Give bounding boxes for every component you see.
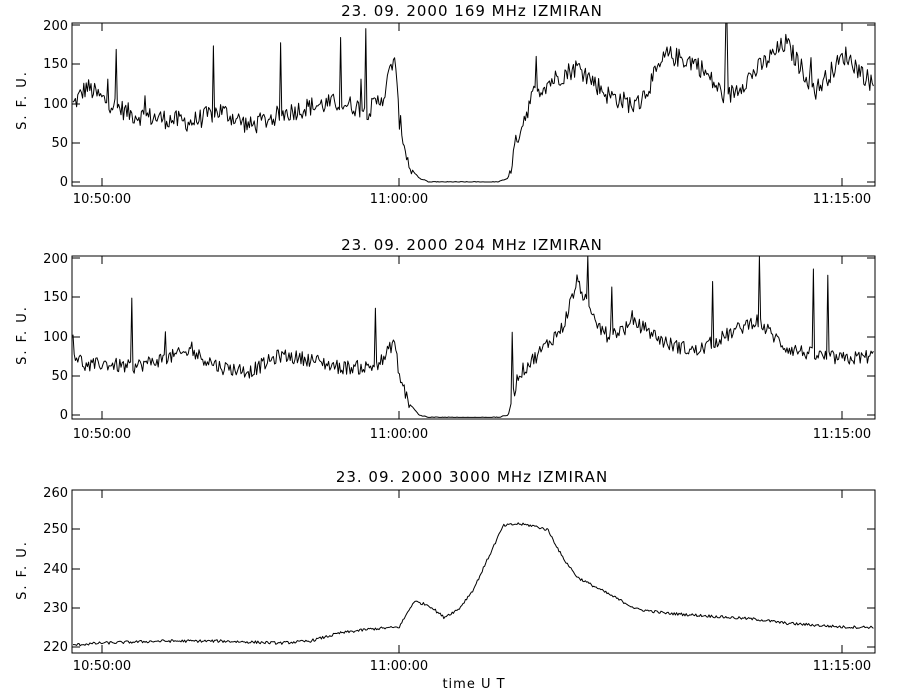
panel-169mhz: 23. 09. 2000 169 MHz IZMIRAN S. F. U. 0 …	[15, 2, 876, 207]
y-tick-label: 50	[51, 136, 68, 151]
y-tick-label: 150	[43, 290, 68, 305]
y-ticks	[72, 24, 875, 183]
x-tick-label: 11:00:00	[370, 192, 428, 207]
y-tick-labels: 220 230 240 250 260	[43, 486, 68, 655]
y-tick-label: 250	[43, 522, 68, 537]
plot-frame	[71, 22, 876, 187]
y-tick-labels: 0 50 100 150 200	[43, 252, 68, 423]
y-tick-labels: 0 50 100 150 200	[43, 19, 68, 190]
y-tick-label: 220	[43, 640, 68, 655]
chart-title: 23. 09. 2000 3000 MHz IZMIRAN	[336, 468, 608, 486]
x-tick-labels: 10:50:00 11:00:00 11:15:00	[73, 427, 871, 442]
x-tick-label: 10:50:00	[73, 427, 131, 442]
chart-title: 23. 09. 2000 204 MHz IZMIRAN	[341, 236, 603, 254]
x-ticks	[101, 490, 843, 653]
y-tick-label: 50	[51, 369, 68, 384]
x-tick-label: 11:00:00	[370, 659, 428, 674]
x-tick-labels: 10:50:00 11:00:00 11:15:00	[73, 192, 871, 207]
y-ticks	[72, 489, 875, 648]
panel-204mhz: 23. 09. 2000 204 MHz IZMIRAN S. F. U. 0 …	[15, 236, 876, 442]
y-tick-label: 200	[43, 252, 68, 267]
panel-3000mhz: 23. 09. 2000 3000 MHz IZMIRAN S. F. U. 2…	[15, 468, 876, 692]
y-axis-label: S. F. U.	[15, 540, 30, 600]
x-tick-label: 10:50:00	[73, 659, 131, 674]
x-tick-label: 11:15:00	[813, 427, 871, 442]
x-tick-labels: 10:50:00 11:00:00 11:15:00	[73, 659, 871, 674]
series-line-3000mhz	[73, 522, 874, 647]
y-tick-label: 100	[43, 330, 68, 345]
y-axis-label: S. F. U.	[15, 305, 30, 365]
y-tick-label: 230	[43, 601, 68, 616]
y-ticks	[72, 257, 875, 416]
y-tick-label: 0	[60, 408, 68, 423]
x-ticks	[101, 256, 843, 419]
y-tick-label: 150	[43, 57, 68, 72]
chart-title: 23. 09. 2000 169 MHz IZMIRAN	[341, 2, 603, 20]
y-tick-label: 260	[43, 486, 68, 501]
plot-frame	[71, 489, 876, 654]
x-tick-label: 11:00:00	[370, 427, 428, 442]
y-tick-label: 240	[43, 562, 68, 577]
x-tick-label: 11:15:00	[813, 659, 871, 674]
y-tick-label: 200	[43, 19, 68, 34]
plot-frame	[71, 255, 876, 420]
x-tick-label: 11:15:00	[813, 192, 871, 207]
series-line-169mhz	[72, 22, 874, 183]
y-tick-label: 0	[60, 175, 68, 190]
y-tick-label: 100	[43, 97, 68, 112]
x-tick-label: 10:50:00	[73, 192, 131, 207]
x-axis-label: time U T	[442, 677, 505, 692]
series-line-204mhz	[72, 255, 874, 418]
y-axis-label: S. F. U.	[15, 70, 30, 130]
x-ticks	[101, 23, 843, 186]
